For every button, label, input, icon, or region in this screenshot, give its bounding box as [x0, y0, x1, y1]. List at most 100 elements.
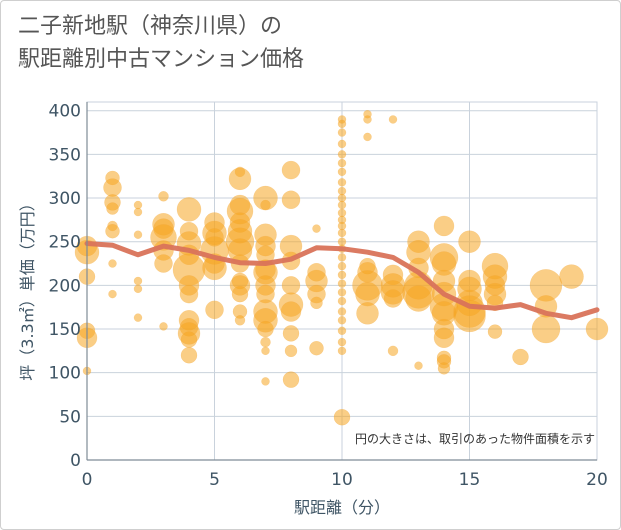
data-bubble — [337, 326, 347, 336]
data-bubble — [531, 314, 561, 344]
x-tick-label: 15 — [459, 470, 481, 490]
data-bubble — [260, 199, 271, 211]
data-bubble — [261, 346, 270, 356]
data-bubble — [363, 115, 372, 124]
data-bubble — [337, 337, 347, 347]
y-tick-label: 200 — [49, 276, 81, 296]
y-tick-label: 400 — [49, 102, 81, 122]
data-bubble — [105, 223, 120, 239]
data-bubble — [337, 296, 347, 306]
x-tick-label: 10 — [331, 470, 353, 490]
x-tick-label: 20 — [586, 470, 608, 490]
data-bubble — [282, 325, 300, 342]
data-bubble — [433, 215, 455, 237]
data-bubble — [356, 302, 379, 325]
data-bubble — [388, 115, 398, 124]
data-bubble — [159, 322, 168, 331]
chart-title-line2: 駅距離別中古マンション価格 — [18, 47, 305, 72]
chart-annotation: 円の大きさは、取引のあった物件面積を示す — [355, 431, 595, 446]
data-bubble — [337, 167, 347, 177]
data-bubble — [231, 285, 249, 303]
data-bubble — [337, 316, 347, 325]
data-bubble — [180, 346, 198, 364]
data-bubble — [133, 276, 143, 286]
data-bubble — [337, 288, 347, 297]
data-bubble — [337, 279, 347, 288]
data-bubble — [261, 377, 270, 386]
data-bubble — [337, 119, 347, 129]
data-bubble — [437, 362, 451, 375]
data-bubble — [337, 150, 347, 159]
data-bubble — [337, 270, 347, 280]
data-bubble — [512, 348, 529, 366]
y-tick-label: 250 — [49, 233, 81, 253]
trend-series — [84, 241, 600, 321]
data-bubble — [257, 320, 274, 338]
data-bubble — [337, 128, 347, 137]
data-bubble — [405, 285, 432, 312]
data-bubble — [281, 160, 301, 180]
data-bubble — [103, 178, 122, 197]
chart-title: 二子新地駅（神奈川県）の 駅距離別中古マンション価格 — [18, 10, 304, 76]
data-bubble — [180, 331, 198, 348]
data-bubble — [133, 313, 143, 322]
data-bubble — [487, 324, 503, 339]
data-bubble — [280, 301, 302, 322]
data-bubble — [458, 230, 481, 253]
data-bubble — [309, 340, 324, 356]
data-bubble — [337, 346, 347, 356]
data-bubble — [205, 300, 224, 320]
data-bubble — [133, 284, 143, 294]
x-tick-label: 5 — [209, 470, 220, 490]
data-bubble — [337, 228, 347, 238]
data-bubble — [133, 230, 143, 239]
chart-axes: 0 50 100 150 200 250 300 350 400 0 5 10 15 20 — [49, 102, 608, 490]
data-bubble — [282, 371, 300, 388]
trend-line — [84, 241, 600, 321]
data-bubble — [312, 224, 321, 233]
data-bubble — [108, 259, 117, 268]
x-axis-title: 駅距離（分） — [294, 498, 390, 517]
data-bubble — [337, 139, 347, 149]
y-tick-label: 150 — [49, 320, 81, 340]
data-bubble — [179, 284, 199, 304]
data-bubble — [154, 254, 173, 273]
data-bubble — [387, 345, 399, 357]
data-bubble — [108, 289, 117, 299]
data-bubble — [337, 253, 347, 262]
y-tick-label: 350 — [49, 145, 81, 165]
data-bubble — [234, 315, 246, 326]
data-bubble — [337, 200, 347, 210]
data-bubble — [414, 361, 423, 370]
y-axis-title: 坪（3.3㎡）単価（万円） — [18, 195, 37, 380]
data-bubble — [260, 336, 271, 348]
data-bubble — [158, 191, 169, 202]
data-bubble — [176, 197, 202, 222]
data-bubble — [106, 202, 119, 215]
data-bubble — [281, 190, 301, 210]
data-bubble — [228, 167, 252, 191]
data-bubble — [383, 289, 403, 308]
data-bubble — [337, 158, 347, 168]
y-tick-label: 0 — [70, 451, 81, 471]
data-bubble — [284, 344, 298, 358]
data-bubble — [253, 185, 278, 211]
data-bubble — [337, 261, 347, 271]
chart-title-line1: 二子新地駅（神奈川県）の — [18, 14, 283, 39]
data-bubble — [363, 132, 372, 142]
y-tick-label: 100 — [49, 364, 81, 384]
data-bubble — [337, 307, 347, 316]
x-tick-label: 0 — [82, 470, 93, 490]
y-tick-label: 50 — [59, 407, 81, 427]
data-bubble — [337, 178, 347, 187]
data-bubble — [433, 327, 455, 349]
data-bubble — [133, 207, 143, 217]
data-bubble — [585, 317, 609, 341]
data-bubble — [333, 408, 351, 426]
data-bubble — [559, 264, 584, 289]
y-tick-label: 300 — [49, 189, 81, 209]
data-bubble — [281, 276, 301, 295]
data-bubble — [310, 296, 323, 310]
